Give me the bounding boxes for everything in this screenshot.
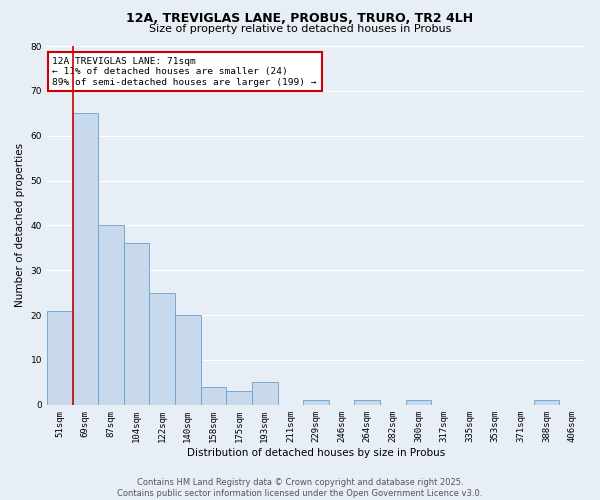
X-axis label: Distribution of detached houses by size in Probus: Distribution of detached houses by size … (187, 448, 445, 458)
Bar (200, 387, 226, 405)
Text: 12A, TREVIGLAS LANE, PROBUS, TRURO, TR2 4LH: 12A, TREVIGLAS LANE, PROBUS, TRURO, TR2 … (127, 12, 473, 26)
Bar (47, 310, 73, 405)
Bar (149, 292, 175, 405)
Bar (98, 226, 124, 405)
Y-axis label: Number of detached properties: Number of detached properties (15, 144, 25, 308)
Bar (73, 114, 98, 405)
Bar (124, 244, 149, 405)
Bar (303, 400, 329, 405)
Bar (534, 400, 559, 405)
Bar (355, 400, 380, 405)
Text: Contains HM Land Registry data © Crown copyright and database right 2025.
Contai: Contains HM Land Registry data © Crown c… (118, 478, 482, 498)
Bar (226, 392, 252, 405)
Bar (406, 400, 431, 405)
Text: 12A TREVIGLAS LANE: 71sqm
← 11% of detached houses are smaller (24)
89% of semi-: 12A TREVIGLAS LANE: 71sqm ← 11% of detac… (52, 57, 317, 86)
Bar (252, 382, 278, 405)
Bar (175, 315, 200, 405)
Text: Size of property relative to detached houses in Probus: Size of property relative to detached ho… (149, 24, 451, 34)
